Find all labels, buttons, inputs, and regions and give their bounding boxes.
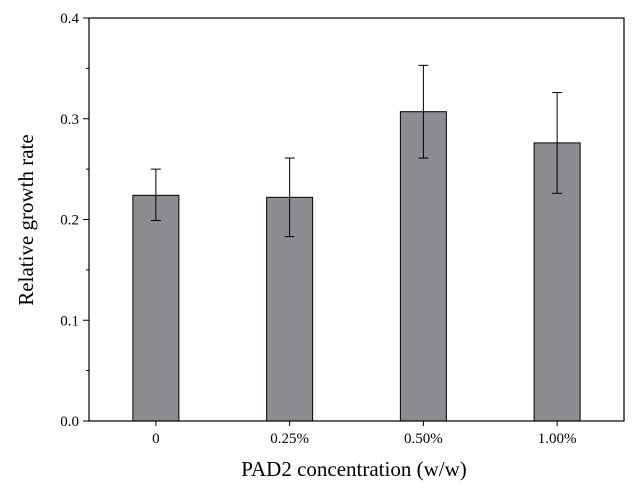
- x-tick-label-1: 0.25%: [270, 431, 309, 447]
- x-tick-label-2: 0.50%: [404, 431, 443, 447]
- y-tick-label-0: 0.0: [60, 414, 79, 430]
- y-tick-label-3: 0.3: [60, 112, 79, 128]
- x-tick-label-3: 1.00%: [538, 431, 577, 447]
- bar-2: [399, 111, 447, 422]
- bar-0: [132, 194, 180, 422]
- y-axis-title: Relative growth rate: [14, 134, 38, 305]
- x-tick-label-0: 0: [152, 431, 160, 447]
- y-tick-label-1: 0.1: [60, 313, 79, 329]
- x-axis-title: PAD2 concentration (w/w): [241, 457, 467, 481]
- plot-frame: [88, 17, 625, 422]
- y-tick-label-2: 0.2: [60, 213, 79, 229]
- y-tick-label-4: 0.4: [60, 11, 79, 27]
- plot-area: 0 0.25% 0.50% 1.00% 0.0 0.1 0.2 0.3 0.4: [60, 11, 625, 447]
